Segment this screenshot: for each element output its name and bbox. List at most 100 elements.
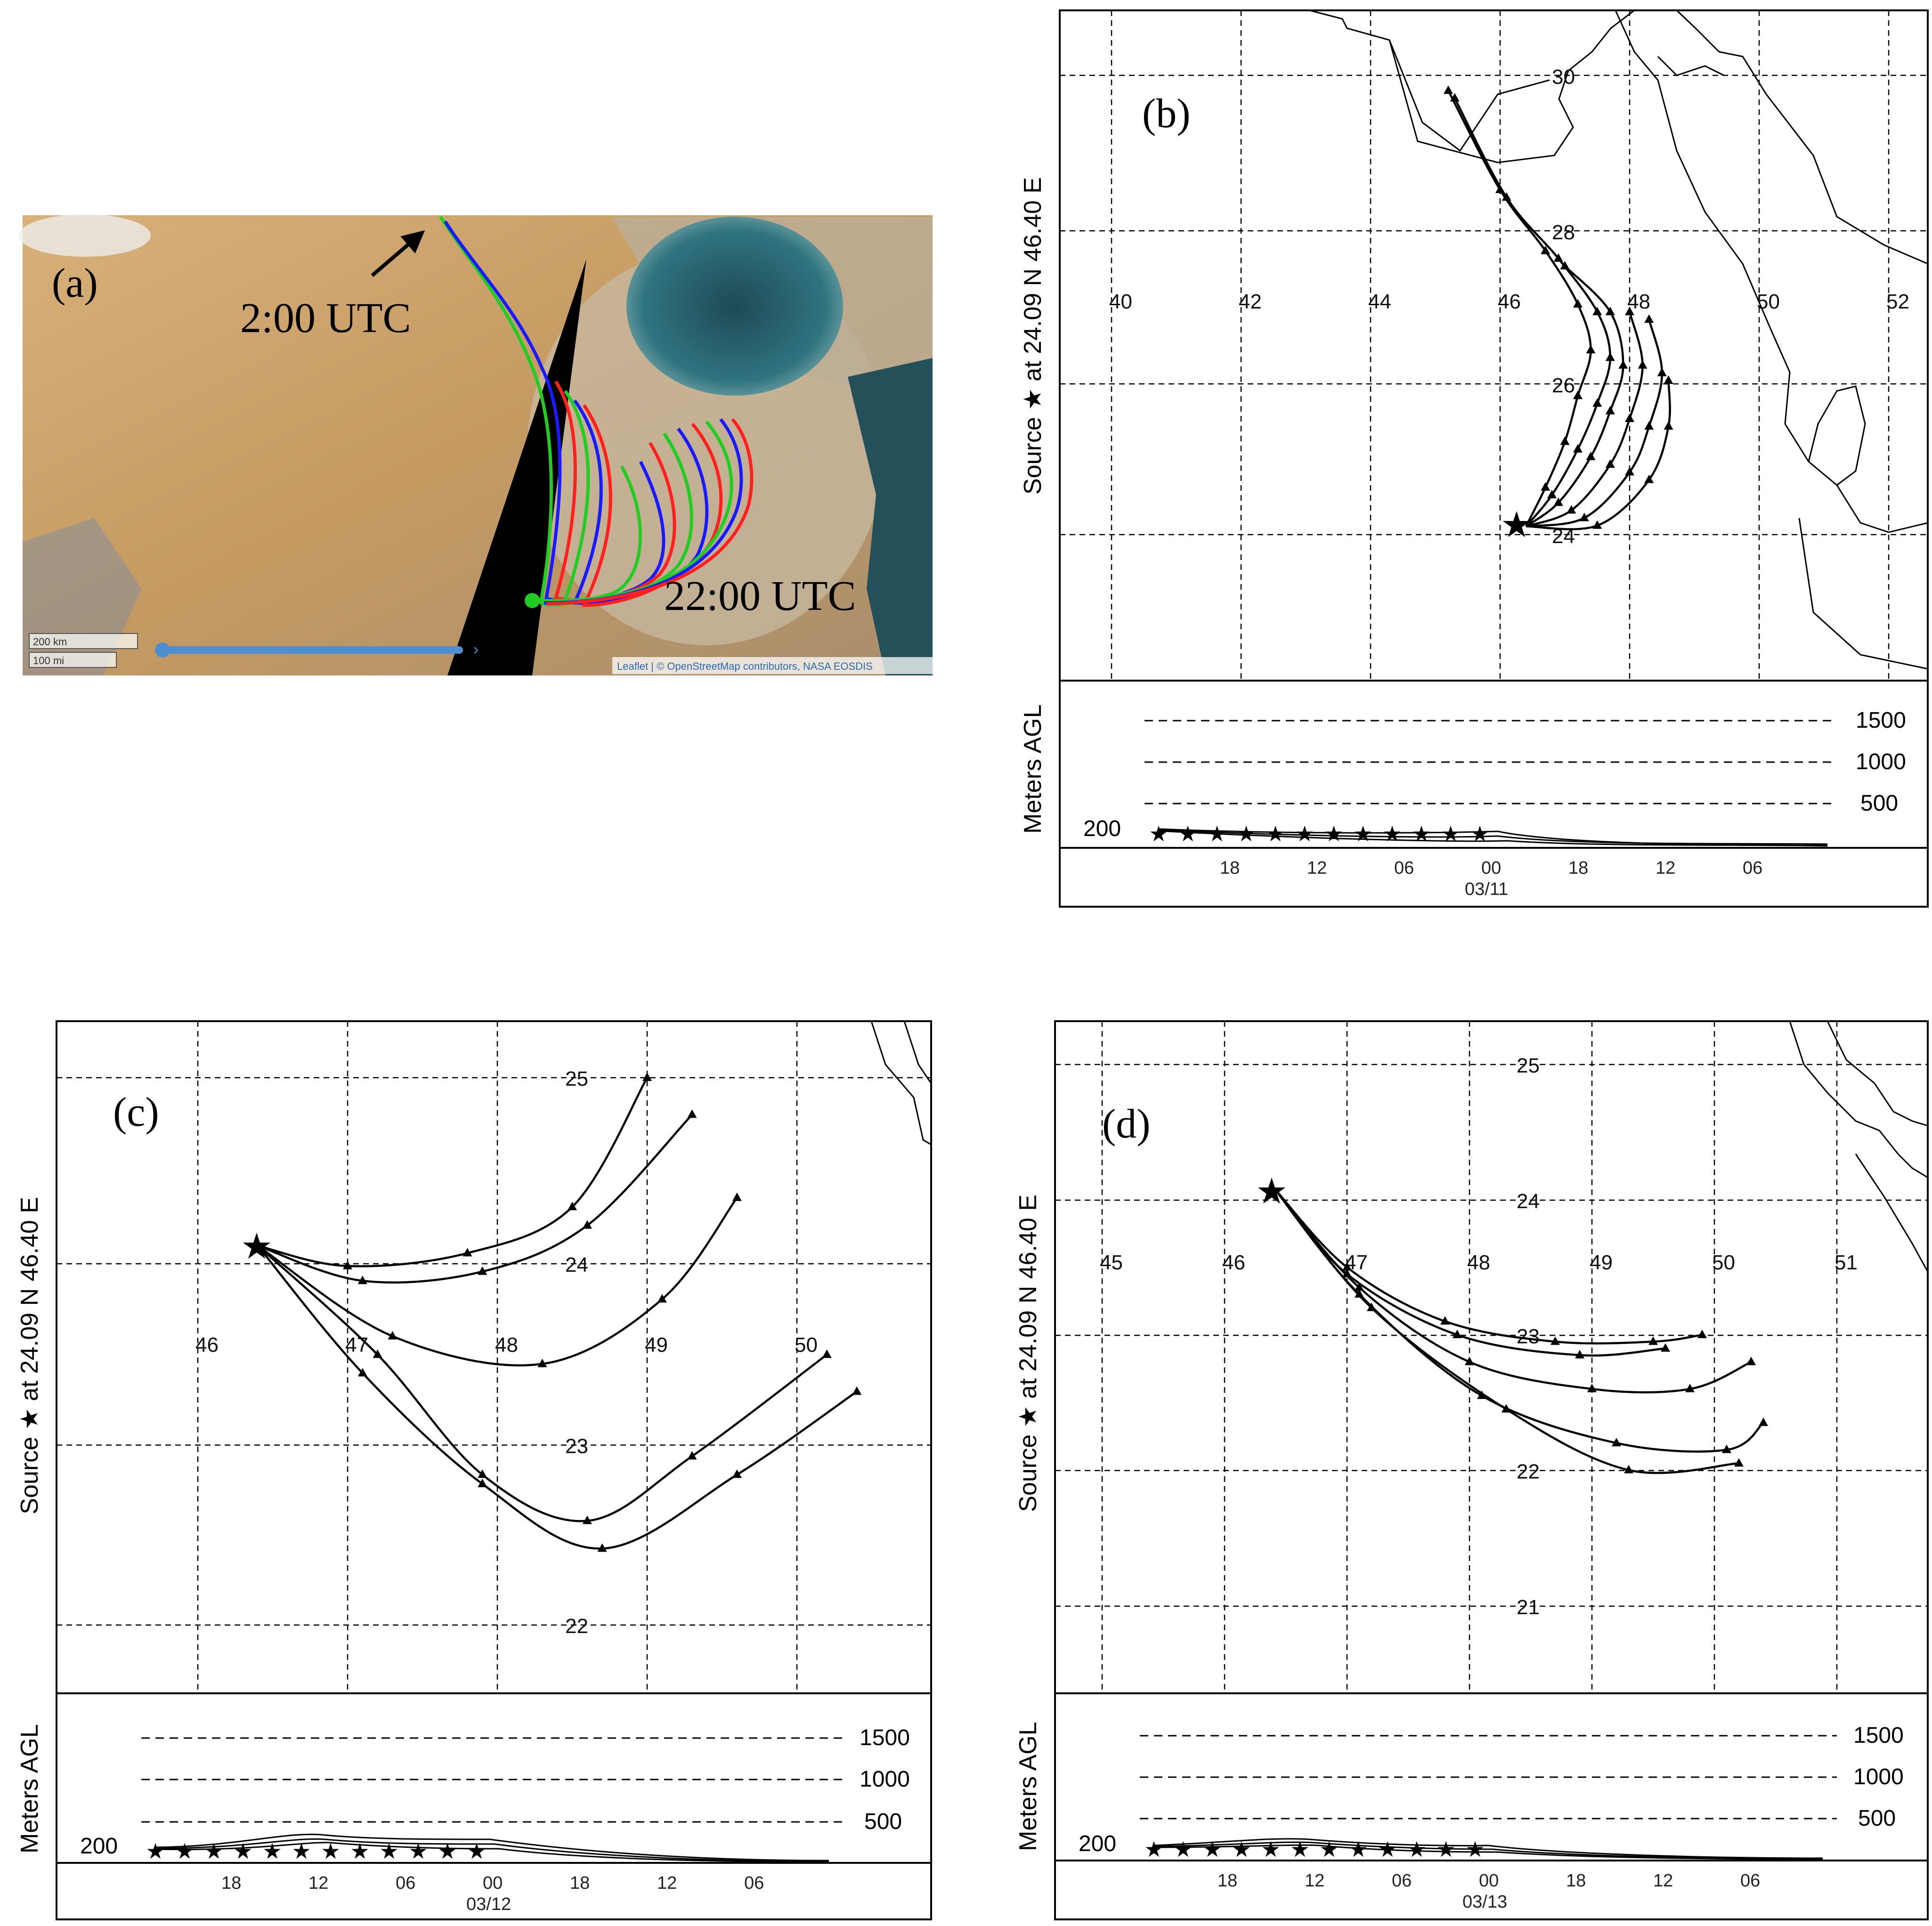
traj-green-1	[439, 216, 642, 607]
height-star-marker: ★	[1290, 1837, 1309, 1861]
panel-d-side-label: Source ★ at 24.09 N 46.40 E	[1015, 1195, 1042, 1512]
lat-label: 23	[1517, 1325, 1540, 1348]
trajectory-marker	[1502, 192, 1511, 201]
panel-a-satellite-map: (a) 2:00 UTC 22:00 UTC 200 km 100 mi › L…	[19, 214, 933, 675]
label-end-time: 22:00 UTC	[664, 573, 856, 619]
trajectory-marker	[1664, 375, 1673, 384]
trajectory-marker	[597, 1543, 607, 1552]
height-star-marker: ★	[467, 1839, 486, 1863]
height-label: 500	[1858, 1806, 1896, 1831]
height-star-marker: ★	[233, 1839, 252, 1863]
panel-c-source-star: ★	[241, 1227, 273, 1267]
time-tick: 00	[483, 1873, 503, 1893]
panel-c-side-label: Source ★ at 24.09 N 46.40 E	[16, 1197, 43, 1514]
trajectory-marker	[1586, 452, 1596, 460]
lat-label: 21	[1517, 1596, 1540, 1619]
trajectory-line	[257, 1245, 828, 1522]
trajectory-marker	[1625, 307, 1634, 316]
trajectory-marker	[1648, 1336, 1658, 1345]
trajectory-marker	[1541, 245, 1550, 254]
trajectory-marker	[388, 1331, 398, 1340]
trajectory-marker	[1342, 1262, 1352, 1271]
time-tick: 06	[744, 1873, 764, 1893]
trajectory-line	[1526, 380, 1671, 530]
height-star-marker: ★	[1441, 821, 1460, 846]
trajectory-marker	[1657, 367, 1667, 376]
panel-d-coastlines	[1789, 1021, 1929, 1272]
panel-b-lat-labels: 30 28 26 24	[1552, 65, 1575, 548]
time-tick: 18	[221, 1873, 241, 1893]
panel-c-y-axis-label: Meters AGL	[16, 1724, 43, 1853]
height-label: 500	[1860, 791, 1898, 816]
panel-b-height-lines	[1145, 720, 1837, 805]
trajectory-marker	[478, 1479, 487, 1487]
height-label: 1500	[1856, 708, 1906, 733]
panel-a-tag: (a)	[52, 260, 98, 306]
trajectory-marker	[1592, 398, 1602, 407]
trajectory-marker	[463, 1248, 472, 1257]
trajectory-marker	[1685, 1383, 1695, 1392]
trajectory-marker	[1586, 345, 1596, 354]
panel-b-height-labels: 1500 1000 500 200	[1083, 708, 1906, 841]
trajectory-marker	[478, 1469, 487, 1478]
time-tick: 18	[1218, 1871, 1237, 1891]
lon-label: 46	[1222, 1251, 1245, 1274]
trajectory-marker	[1355, 1289, 1364, 1298]
panel-c-coastline	[870, 1021, 932, 1146]
trajectory-marker	[1638, 360, 1648, 369]
panel-c: 46 47 48 49 50 25 24 23 22 ★ (c) Source …	[16, 1020, 932, 1920]
slider-next-icon[interactable]: ›	[473, 641, 479, 658]
panel-c-height-labels: 1500 1000 500 200	[80, 1725, 910, 1859]
trajectory-marker	[1567, 505, 1576, 514]
data-gap-wedge	[447, 259, 586, 675]
panel-d-lat-labels: 25 24 23 22 21	[1517, 1054, 1540, 1619]
time-tick: 18	[1566, 1871, 1586, 1891]
panel-b-height-frame	[1059, 680, 1929, 908]
panel-c-map-frame	[56, 1020, 932, 1694]
time-tick: 06	[396, 1873, 415, 1893]
trajectory-marker	[1618, 360, 1628, 369]
cloud-patch	[19, 214, 151, 257]
lon-label: 46	[1498, 290, 1521, 313]
panel-c-grid	[57, 1021, 931, 1693]
lat-label: 28	[1552, 221, 1575, 244]
time-tick: 06	[1743, 858, 1762, 878]
lat-label: 24	[1517, 1190, 1540, 1213]
lon-label: 49	[645, 1333, 668, 1357]
height-label: 1500	[860, 1725, 910, 1750]
panel-b: 40 42 44 46 48 50 52 30 28 26 24 ★ (b) S…	[1019, 9, 1929, 908]
trajectory-marker	[1367, 1302, 1376, 1311]
time-tick: 06	[1740, 1871, 1760, 1891]
attribution-text[interactable]: Leaflet | © OpenStreetMap contributors, …	[617, 660, 873, 672]
panel-b-coastlines	[1309, 9, 1928, 670]
panel-c-lat-labels: 25 24 23 22	[565, 1067, 588, 1638]
height-star-marker: ★	[175, 1839, 194, 1863]
panel-d-height-labels: 1500 1000 500 200	[1079, 1723, 1904, 1856]
panel-b-y-axis-label: Meters AGL	[1019, 704, 1047, 834]
trajectory-marker	[822, 1349, 832, 1358]
panel-b-map-frame	[1059, 9, 1929, 682]
trajectory-marker	[1342, 1268, 1352, 1277]
trajectory-marker	[1547, 490, 1557, 498]
lon-label: 50	[1712, 1251, 1735, 1274]
lon-label: 40	[1109, 290, 1132, 313]
source-marker	[525, 593, 540, 608]
trajectory-marker	[582, 1220, 592, 1229]
trajectory-marker	[732, 1192, 742, 1201]
panel-c-height-frame	[56, 1692, 932, 1920]
time-slider-handle[interactable]	[155, 642, 170, 658]
time-tick: 00	[1479, 1871, 1499, 1891]
time-tick: 12	[1653, 1871, 1673, 1891]
panel-b-source-star: ★	[1501, 505, 1533, 545]
overlay-trajectories	[439, 216, 754, 607]
trajectory-marker	[1550, 1336, 1560, 1345]
height-label: 500	[864, 1809, 902, 1834]
trajectory-marker	[1560, 436, 1570, 445]
trajectory-marker	[1722, 1444, 1731, 1453]
trajectory-marker	[1453, 1330, 1462, 1338]
time-tick: 06	[1392, 1871, 1412, 1891]
height-label: 1000	[1853, 1764, 1904, 1789]
height-label: 1000	[860, 1767, 910, 1792]
panel-b-time-ticks: 18 12 06 00 18 12 06 03/11	[1220, 858, 1762, 899]
trajectory-marker	[1644, 421, 1654, 430]
